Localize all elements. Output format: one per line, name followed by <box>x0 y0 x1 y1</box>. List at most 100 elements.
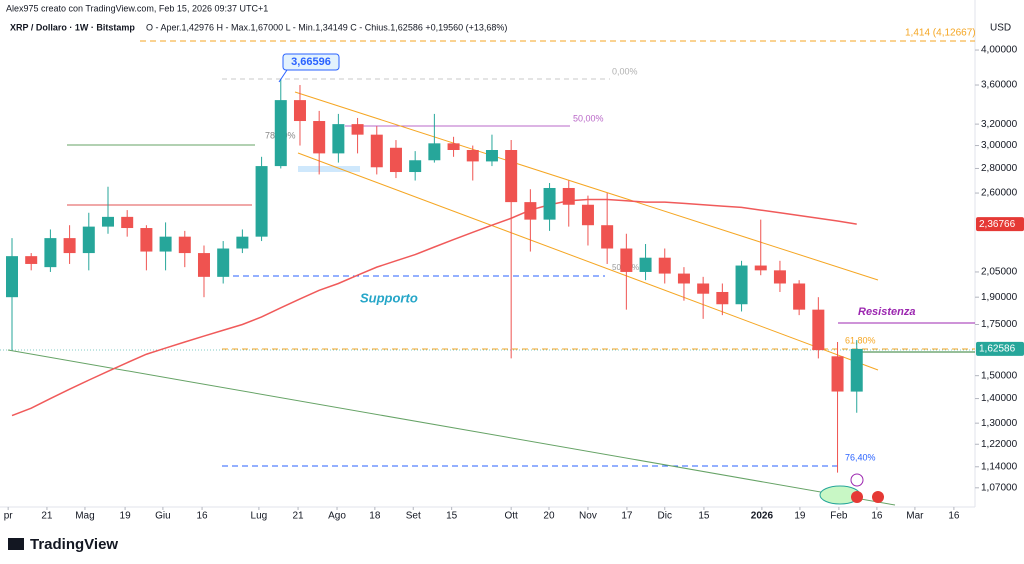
ma-price-label-box <box>976 217 1024 232</box>
fib-label: 0,00% <box>612 66 638 76</box>
x-tick-label: 21 <box>292 511 304 522</box>
y-tick-label: 1,22000 <box>981 439 1018 450</box>
x-tick-label: 18 <box>369 511 381 522</box>
channel-lower <box>297 152 879 371</box>
x-tick-label: 16 <box>948 511 960 522</box>
candle-body <box>44 238 57 268</box>
candle-body <box>255 166 268 237</box>
x-tick-label: 2026 <box>751 511 774 522</box>
candle-body <box>428 143 441 161</box>
candle-body <box>274 100 287 167</box>
fib-label: 50,00% <box>573 113 604 123</box>
logo: TradingView <box>8 536 118 553</box>
x-tick-label: Set <box>406 511 421 522</box>
candle-body <box>485 150 498 162</box>
x-tick-label: 20 <box>543 511 555 522</box>
candle-body <box>121 216 134 229</box>
candle-body <box>217 248 230 277</box>
y-tick-label: 1,50000 <box>981 370 1018 381</box>
last-price-label: 1,62586 <box>979 344 1016 355</box>
peak-callout: 3,66596 <box>278 53 340 83</box>
x-tick-label: 19 <box>120 511 132 522</box>
candle-body <box>543 187 556 220</box>
peak-label: 3,66596 <box>291 56 331 68</box>
y-tick-label: 3,60000 <box>981 80 1018 91</box>
x-tick-label: Nov <box>579 511 597 522</box>
candle-body <box>581 204 594 226</box>
candle-body <box>639 257 652 272</box>
candle-body <box>505 150 518 203</box>
y-tick-label: 1,07000 <box>981 482 1018 493</box>
symbol-title: XRP / Dollaro · 1W · Bitstamp <box>10 22 135 32</box>
candle-body <box>370 134 383 168</box>
candle-body <box>5 256 18 298</box>
y-tick-label: 1,14000 <box>981 461 1018 472</box>
candle-body <box>677 273 690 284</box>
peak-box <box>282 53 340 71</box>
x-tick-label: 16 <box>871 511 883 522</box>
peak-arrow <box>278 69 288 83</box>
candle-body <box>389 147 402 173</box>
channel-upper <box>294 91 879 281</box>
x-tick-label: Ott <box>504 511 518 522</box>
y-tick-label: 2,80000 <box>981 163 1018 174</box>
candle-body <box>236 236 249 249</box>
candle-body <box>409 160 422 173</box>
currency: USD <box>990 23 1011 34</box>
candle-body <box>735 265 748 305</box>
candle-body <box>754 265 767 271</box>
candle-body <box>601 225 614 249</box>
x-tick-label: Ago <box>328 511 346 522</box>
candle-body <box>101 216 114 227</box>
x-tick-label: Feb <box>830 511 848 522</box>
candle-body <box>447 143 460 151</box>
event-icon[interactable] <box>872 491 884 503</box>
candle-body <box>25 256 38 264</box>
x-tick-label: 15 <box>446 511 458 522</box>
fib-label: 76,40% <box>845 452 876 462</box>
candle-body <box>197 253 210 277</box>
candle-body <box>332 124 345 154</box>
candle-body <box>351 124 364 135</box>
event-icon[interactable] <box>850 473 864 487</box>
trend-line <box>7 349 896 506</box>
drawings: 1,414 (4,12667) 0,00% 50,00% 78,60% 50,0… <box>0 28 976 506</box>
candle-body <box>562 187 575 205</box>
logo-icon <box>8 538 24 550</box>
y-tick-label: 1,75000 <box>981 319 1018 330</box>
candle-body <box>178 236 191 254</box>
candle-body <box>140 228 153 252</box>
x-tick-label: 15 <box>698 511 710 522</box>
x-tick-label: 17 <box>621 511 633 522</box>
candle-body <box>524 202 537 220</box>
candle-body <box>716 291 729 305</box>
x-tick-label: Giu <box>155 511 171 522</box>
candle-body <box>831 356 844 392</box>
resistance-label: Resistenza <box>858 306 915 318</box>
candle-body <box>658 257 671 274</box>
candle-body <box>812 309 825 351</box>
y-tick-label: 1,30000 <box>981 418 1018 429</box>
marks <box>5 78 863 473</box>
x-tick-label: Mag <box>75 511 94 522</box>
candle-body <box>313 121 326 154</box>
x-tick-label: Mar <box>906 511 924 522</box>
fib-label: 1,414 (4,12667) <box>905 28 976 39</box>
y-tick-label: 1,90000 <box>981 292 1018 303</box>
candle-body <box>63 238 76 254</box>
candle-body <box>773 270 786 284</box>
candle-body <box>620 248 633 272</box>
candle-body <box>850 348 863 392</box>
ohlc-info: O - Aper.1,42976 H - Max.1,67000 L - Min… <box>146 22 507 32</box>
x-tick-label: 19 <box>794 511 806 522</box>
event-icon[interactable] <box>851 491 863 503</box>
y-tick-label: 2,05000 <box>981 267 1018 278</box>
candle-body <box>293 100 306 122</box>
brand: TradingView <box>30 536 118 553</box>
x-tick-label: pr <box>4 511 14 522</box>
y-tick-label: 2,60000 <box>981 188 1018 199</box>
candle-body <box>793 283 806 310</box>
zone <box>298 166 360 172</box>
